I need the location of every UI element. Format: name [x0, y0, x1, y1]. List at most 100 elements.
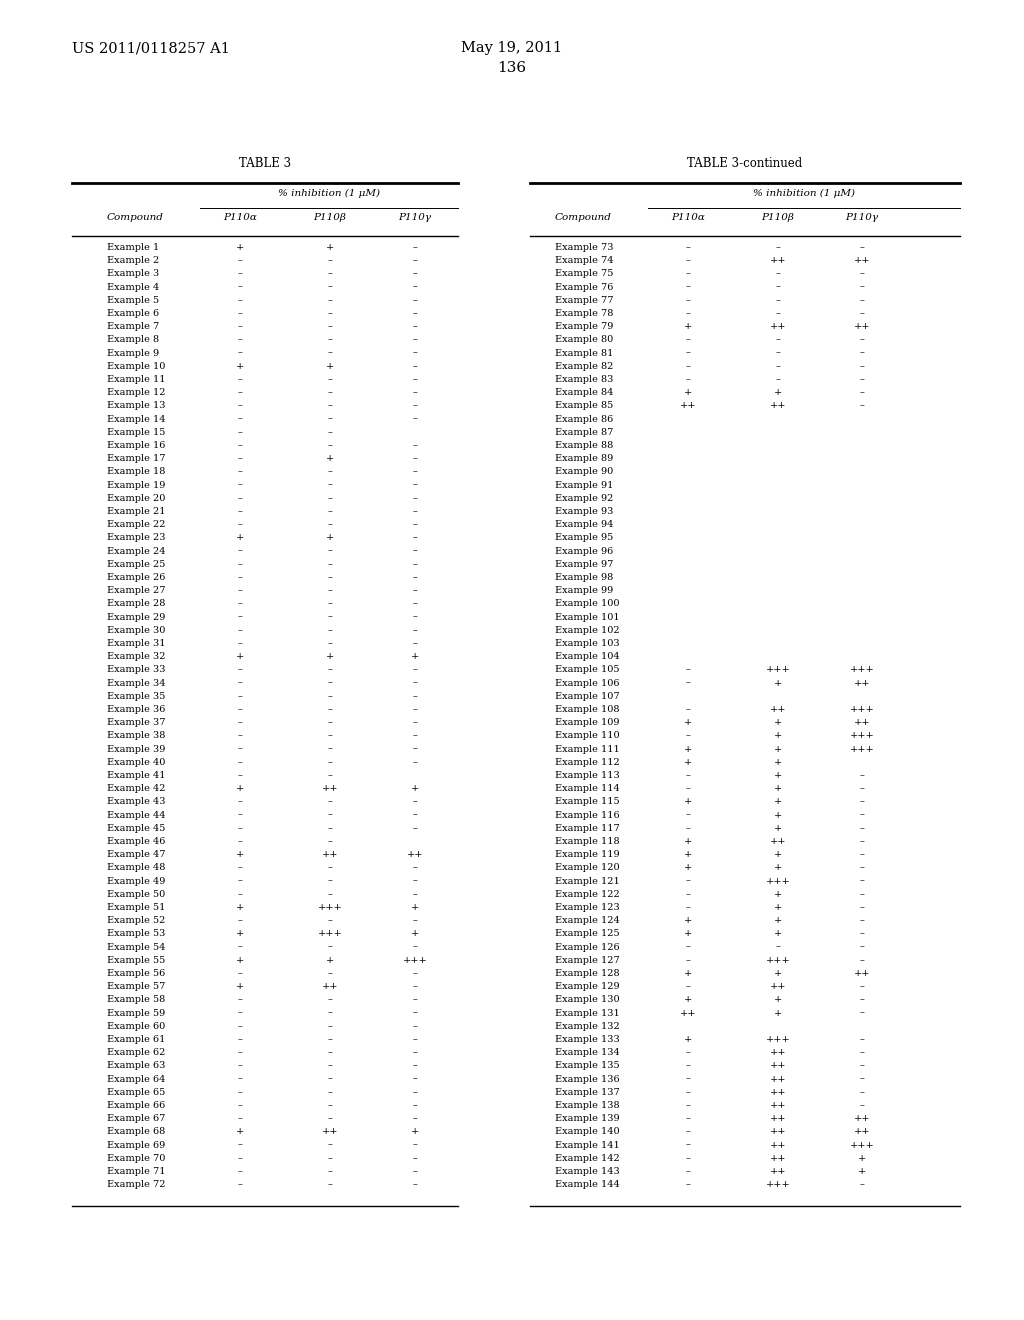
Text: Example 41: Example 41: [106, 771, 166, 780]
Text: –: –: [328, 1154, 333, 1163]
Text: –: –: [685, 705, 690, 714]
Text: Example 112: Example 112: [555, 758, 620, 767]
Text: –: –: [775, 942, 780, 952]
Text: –: –: [775, 335, 780, 345]
Text: +: +: [326, 533, 334, 543]
Text: Example 87: Example 87: [555, 428, 613, 437]
Text: –: –: [685, 1140, 690, 1150]
Text: Example 28: Example 28: [106, 599, 165, 609]
Text: Example 81: Example 81: [555, 348, 613, 358]
Text: –: –: [328, 824, 333, 833]
Text: +: +: [774, 758, 782, 767]
Text: –: –: [685, 982, 690, 991]
Text: Example 1: Example 1: [106, 243, 160, 252]
Text: ++: ++: [770, 256, 786, 265]
Text: –: –: [859, 916, 864, 925]
Text: –: –: [685, 375, 690, 384]
Text: –: –: [685, 1114, 690, 1123]
Text: –: –: [413, 1048, 418, 1057]
Text: Example 7: Example 7: [106, 322, 160, 331]
Text: % inhibition (1 μM): % inhibition (1 μM): [753, 189, 855, 198]
Text: Example 134: Example 134: [555, 1048, 620, 1057]
Text: ++: ++: [322, 982, 338, 991]
Text: +: +: [774, 916, 782, 925]
Text: Example 16: Example 16: [106, 441, 165, 450]
Text: +: +: [411, 929, 419, 939]
Text: –: –: [859, 1101, 864, 1110]
Text: –: –: [413, 863, 418, 873]
Text: –: –: [328, 797, 333, 807]
Text: Example 6: Example 6: [106, 309, 159, 318]
Text: –: –: [238, 282, 243, 292]
Text: –: –: [238, 375, 243, 384]
Text: –: –: [238, 876, 243, 886]
Text: –: –: [859, 401, 864, 411]
Text: –: –: [413, 560, 418, 569]
Text: Example 18: Example 18: [106, 467, 165, 477]
Text: ++: ++: [770, 322, 786, 331]
Text: Example 8: Example 8: [106, 335, 159, 345]
Text: –: –: [328, 916, 333, 925]
Text: –: –: [328, 282, 333, 292]
Text: –: –: [685, 1088, 690, 1097]
Text: –: –: [859, 890, 864, 899]
Text: +: +: [774, 771, 782, 780]
Text: –: –: [328, 520, 333, 529]
Text: Example 135: Example 135: [555, 1061, 620, 1071]
Text: +: +: [684, 718, 692, 727]
Text: –: –: [328, 810, 333, 820]
Text: –: –: [328, 494, 333, 503]
Text: Example 98: Example 98: [555, 573, 613, 582]
Text: –: –: [328, 705, 333, 714]
Text: +++: +++: [850, 731, 874, 741]
Text: –: –: [413, 348, 418, 358]
Text: ++: ++: [770, 1140, 786, 1150]
Text: –: –: [238, 309, 243, 318]
Text: –: –: [328, 718, 333, 727]
Text: Example 20: Example 20: [106, 494, 165, 503]
Text: –: –: [413, 731, 418, 741]
Text: –: –: [238, 969, 243, 978]
Text: –: –: [238, 639, 243, 648]
Text: –: –: [859, 929, 864, 939]
Text: +: +: [774, 824, 782, 833]
Text: –: –: [328, 467, 333, 477]
Text: +: +: [858, 1154, 866, 1163]
Text: –: –: [859, 388, 864, 397]
Text: Example 119: Example 119: [555, 850, 620, 859]
Text: +++: +++: [317, 929, 342, 939]
Text: –: –: [413, 388, 418, 397]
Text: +++: +++: [850, 1140, 874, 1150]
Text: –: –: [238, 1114, 243, 1123]
Text: Example 53: Example 53: [106, 929, 165, 939]
Text: +: +: [774, 969, 782, 978]
Text: –: –: [328, 599, 333, 609]
Text: +: +: [684, 850, 692, 859]
Text: +: +: [326, 956, 334, 965]
Text: –: –: [238, 1074, 243, 1084]
Text: –: –: [238, 467, 243, 477]
Text: +++: +++: [766, 665, 791, 675]
Text: –: –: [859, 1088, 864, 1097]
Text: –: –: [859, 824, 864, 833]
Text: TABLE 3: TABLE 3: [239, 157, 291, 170]
Text: Example 34: Example 34: [106, 678, 166, 688]
Text: –: –: [328, 1022, 333, 1031]
Text: Example 137: Example 137: [555, 1088, 620, 1097]
Text: Example 84: Example 84: [555, 388, 613, 397]
Text: Example 79: Example 79: [555, 322, 613, 331]
Text: +++: +++: [850, 705, 874, 714]
Text: Example 75: Example 75: [555, 269, 613, 279]
Text: Example 50: Example 50: [106, 890, 165, 899]
Text: –: –: [328, 639, 333, 648]
Text: –: –: [685, 678, 690, 688]
Text: +: +: [774, 850, 782, 859]
Text: % inhibition (1 μM): % inhibition (1 μM): [278, 189, 380, 198]
Text: –: –: [413, 296, 418, 305]
Text: –: –: [238, 546, 243, 556]
Text: Example 57: Example 57: [106, 982, 165, 991]
Text: P110γ: P110γ: [398, 213, 431, 222]
Text: –: –: [413, 533, 418, 543]
Text: Example 48: Example 48: [106, 863, 165, 873]
Text: +: +: [326, 652, 334, 661]
